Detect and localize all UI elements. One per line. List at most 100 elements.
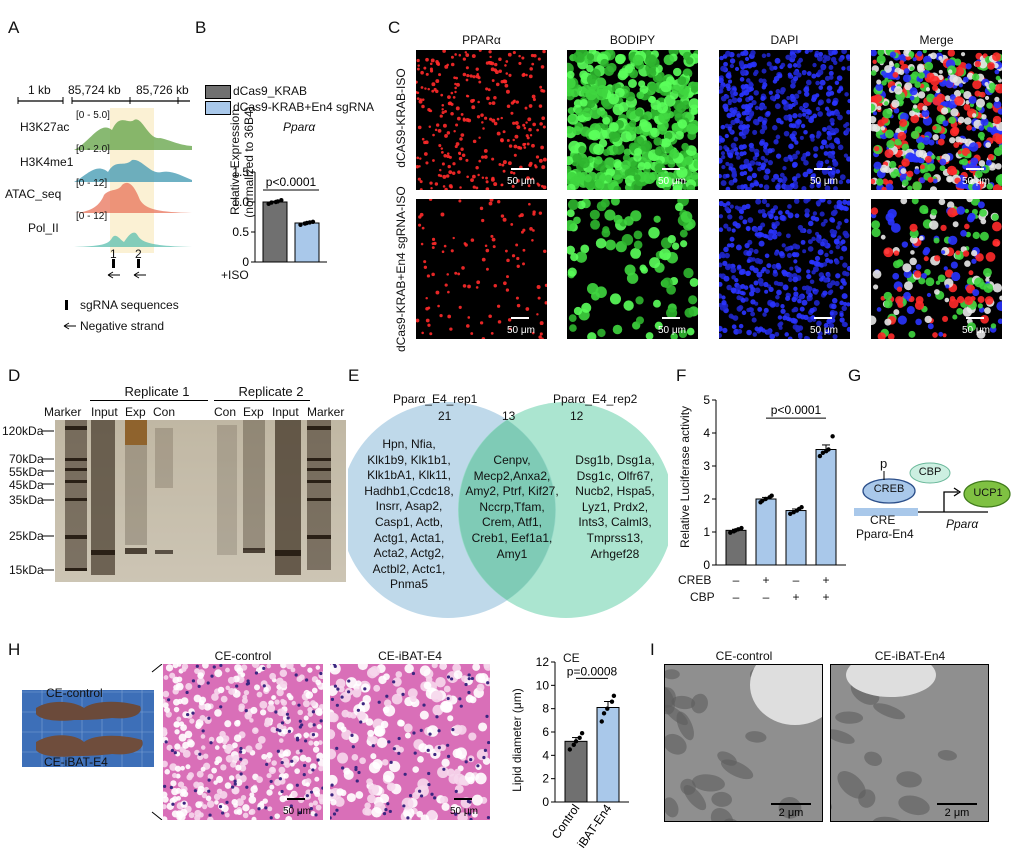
he-title-control: CE-control — [214, 649, 272, 663]
track-name-atac: ATAC_seq — [5, 187, 62, 201]
venn-right-gene-line: Nucb2, Hspa5, — [575, 484, 655, 499]
data-point — [817, 453, 823, 459]
scale-bar-label: 50 μm — [962, 176, 990, 187]
y-tick-label: 4 — [703, 426, 710, 440]
cbp-sign: + — [822, 590, 830, 604]
track-range-pol2: [0 - 12] — [76, 211, 108, 222]
scale-bar-label: 2 μm — [779, 807, 804, 819]
coord-left: 85,724 kb — [68, 83, 121, 97]
mechanism-diagram — [854, 462, 1011, 516]
y-tick-label: 12 — [536, 655, 550, 669]
track-name-h3k4me1: H3K4me1 — [20, 155, 74, 169]
tem-title-control: CE-control — [715, 649, 773, 663]
panel-letter-d: D — [8, 366, 21, 385]
scale-bar — [511, 317, 529, 319]
column-title-dapi: DAPI — [770, 33, 799, 47]
data-point — [298, 222, 303, 227]
venn-genes-right: Dsg1b, Dsg1a, Dsg1c, Olfr67, Nucb2, Hspa5,… — [565, 453, 665, 562]
panel-letter-b: B — [195, 18, 207, 37]
photo-label-control: CE-control — [46, 686, 103, 700]
marker-ticks — [42, 430, 54, 571]
tissue-photo — [22, 672, 154, 786]
phospho-label: p — [880, 456, 888, 471]
sg-label-1: 1 — [110, 247, 117, 261]
silver-stain-gel — [55, 420, 346, 582]
lane-input-2: Input — [272, 405, 299, 419]
y-tick-label: 0 — [542, 795, 549, 809]
column-title-ppara: PPARα — [462, 33, 501, 47]
legend-label-en4: dCas9-KRAB+En4 sgRNA — [233, 100, 375, 114]
replicate2-line — [214, 400, 310, 401]
chart-b-ylabel: Relative Expression (normalized to 36B4) — [228, 106, 256, 218]
venn-genes-shared: Cenpv, Mecp2,Anxa2, Amy2, Ptrf, Kif27, Nccr… — [456, 453, 568, 562]
y-tick-label: 8 — [542, 702, 549, 716]
micrograph-merge-control: 50 μm — [871, 50, 1002, 190]
ucp1-node: UCP1 — [973, 487, 1003, 499]
scale-bar — [814, 168, 832, 170]
zoom-lines — [151, 664, 163, 820]
creb-row-label: CREB — [678, 573, 712, 587]
lane-input-1: Input — [91, 405, 118, 419]
scale-bar — [454, 798, 472, 800]
x-tick-label: Control — [549, 802, 583, 842]
scale-bar — [937, 803, 977, 805]
scale-bar-label: 50 μm — [810, 176, 838, 187]
bar-0 — [262, 201, 288, 263]
he-image-he-control: 50 μm — [163, 664, 323, 820]
data-point — [826, 447, 831, 452]
y-tick-label: 1.0 — [232, 195, 249, 209]
chart-f-ylabel: Relative Luciferase activity — [678, 405, 692, 549]
scale-bar — [511, 168, 529, 170]
scale-bar — [771, 803, 811, 805]
lane-exp-1: Exp — [125, 405, 146, 419]
micrograph-ppara-en4: 50 μm — [416, 199, 547, 339]
venn-left-gene-line: Insrr, Asap2, — [375, 499, 443, 514]
scale-bar — [662, 317, 680, 319]
y-tick-label: 5 — [703, 393, 710, 407]
cbp-sign: – — [732, 590, 740, 604]
data-point — [788, 511, 793, 517]
legend-swatch-control — [205, 85, 231, 99]
marker-120kda: 120kDa — [2, 424, 44, 438]
tem-image-ibat: 2 μm — [830, 664, 989, 822]
data-point — [609, 699, 615, 704]
column-title-merge: Merge — [919, 33, 954, 47]
marker-35kda: 35kDa — [9, 493, 44, 507]
venn-right-gene-line: Ints3, Calml3, — [578, 515, 652, 530]
venn-left-gene-line: Hadhb1,Ccdc18, — [364, 483, 454, 498]
venn-diagram — [348, 402, 668, 618]
marker-70kda: 70kDa — [9, 452, 44, 466]
y-tick-label: 0.5 — [232, 225, 249, 239]
venn-shared-gene-line: Amy2, Ptrf, Kif27, — [465, 484, 559, 499]
panel-letter-g: G — [848, 366, 862, 385]
chart-f-pvalue: p<0.0001 — [771, 403, 822, 417]
scale-bar — [662, 168, 680, 170]
data-point — [728, 530, 733, 535]
y-tick-label: 3 — [703, 459, 710, 473]
venn-genes-left: Hpn, Nfia, Klk1b9, Klk1b1, Klk1bA1, Klk11,… — [350, 437, 468, 593]
data-point — [567, 747, 573, 752]
micrograph-bodipy-control: 50 μm — [567, 50, 698, 190]
track-range-atac: [0 - 12] — [76, 178, 108, 189]
creb-sign: + — [822, 573, 830, 587]
panel-letter-c: C — [388, 18, 401, 37]
genome-browser-tracks — [17, 97, 192, 330]
tem-image-control: 2 μm — [664, 664, 823, 822]
he-image-he-ibat: 50 μm — [330, 664, 490, 820]
marker-15kda: 15kDa — [9, 563, 44, 577]
venn-left-gene-line: Actg1, Acta1, — [373, 530, 445, 545]
creb-sign: + — [762, 573, 770, 587]
scale-label: 1 kb — [28, 83, 51, 97]
y-tick-label: 1.5 — [232, 165, 249, 179]
cbp-node: CBP — [918, 466, 942, 478]
y-tick-label: 10 — [536, 678, 550, 692]
data-point — [799, 505, 804, 510]
bar-1 — [294, 222, 320, 263]
legend-strand: Negative strand — [80, 319, 165, 333]
data-point — [310, 219, 316, 224]
chart-h-ylabel: Lipid diameter (μm) — [510, 688, 524, 792]
row-label-control: dCAS9-KRAB-ISO — [394, 68, 408, 168]
scale-bar — [966, 317, 984, 319]
lane-con-1: Con — [153, 405, 176, 419]
data-point — [605, 706, 610, 711]
